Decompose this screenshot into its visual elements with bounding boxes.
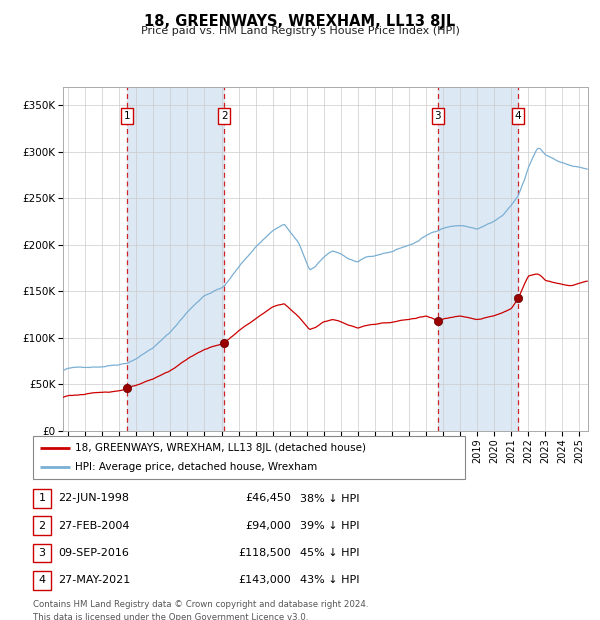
- Text: HPI: Average price, detached house, Wrexham: HPI: Average price, detached house, Wrex…: [75, 463, 317, 472]
- Text: Price paid vs. HM Land Registry's House Price Index (HPI): Price paid vs. HM Land Registry's House …: [140, 26, 460, 36]
- Text: 22-JUN-1998: 22-JUN-1998: [58, 494, 129, 503]
- Text: 2: 2: [38, 521, 46, 531]
- Text: 38% ↓ HPI: 38% ↓ HPI: [300, 494, 359, 503]
- Text: 45% ↓ HPI: 45% ↓ HPI: [300, 548, 359, 558]
- Text: 1: 1: [38, 494, 46, 503]
- Text: 3: 3: [434, 111, 441, 121]
- Text: 4: 4: [38, 575, 46, 585]
- Text: Contains HM Land Registry data © Crown copyright and database right 2024.: Contains HM Land Registry data © Crown c…: [33, 600, 368, 609]
- Text: 1: 1: [124, 111, 131, 121]
- Text: £94,000: £94,000: [245, 521, 291, 531]
- Text: 2: 2: [221, 111, 227, 121]
- Text: 4: 4: [515, 111, 521, 121]
- Text: £143,000: £143,000: [238, 575, 291, 585]
- Text: This data is licensed under the Open Government Licence v3.0.: This data is licensed under the Open Gov…: [33, 613, 308, 620]
- Bar: [127, 87, 224, 431]
- Bar: [438, 87, 518, 431]
- Text: 27-FEB-2004: 27-FEB-2004: [58, 521, 130, 531]
- Text: 3: 3: [38, 548, 46, 558]
- Text: £46,450: £46,450: [245, 494, 291, 503]
- Text: 27-MAY-2021: 27-MAY-2021: [58, 575, 130, 585]
- Text: 18, GREENWAYS, WREXHAM, LL13 8JL (detached house): 18, GREENWAYS, WREXHAM, LL13 8JL (detach…: [75, 443, 366, 453]
- Text: 39% ↓ HPI: 39% ↓ HPI: [300, 521, 359, 531]
- Text: 18, GREENWAYS, WREXHAM, LL13 8JL: 18, GREENWAYS, WREXHAM, LL13 8JL: [145, 14, 455, 29]
- Text: 43% ↓ HPI: 43% ↓ HPI: [300, 575, 359, 585]
- Text: 09-SEP-2016: 09-SEP-2016: [58, 548, 129, 558]
- Text: £118,500: £118,500: [238, 548, 291, 558]
